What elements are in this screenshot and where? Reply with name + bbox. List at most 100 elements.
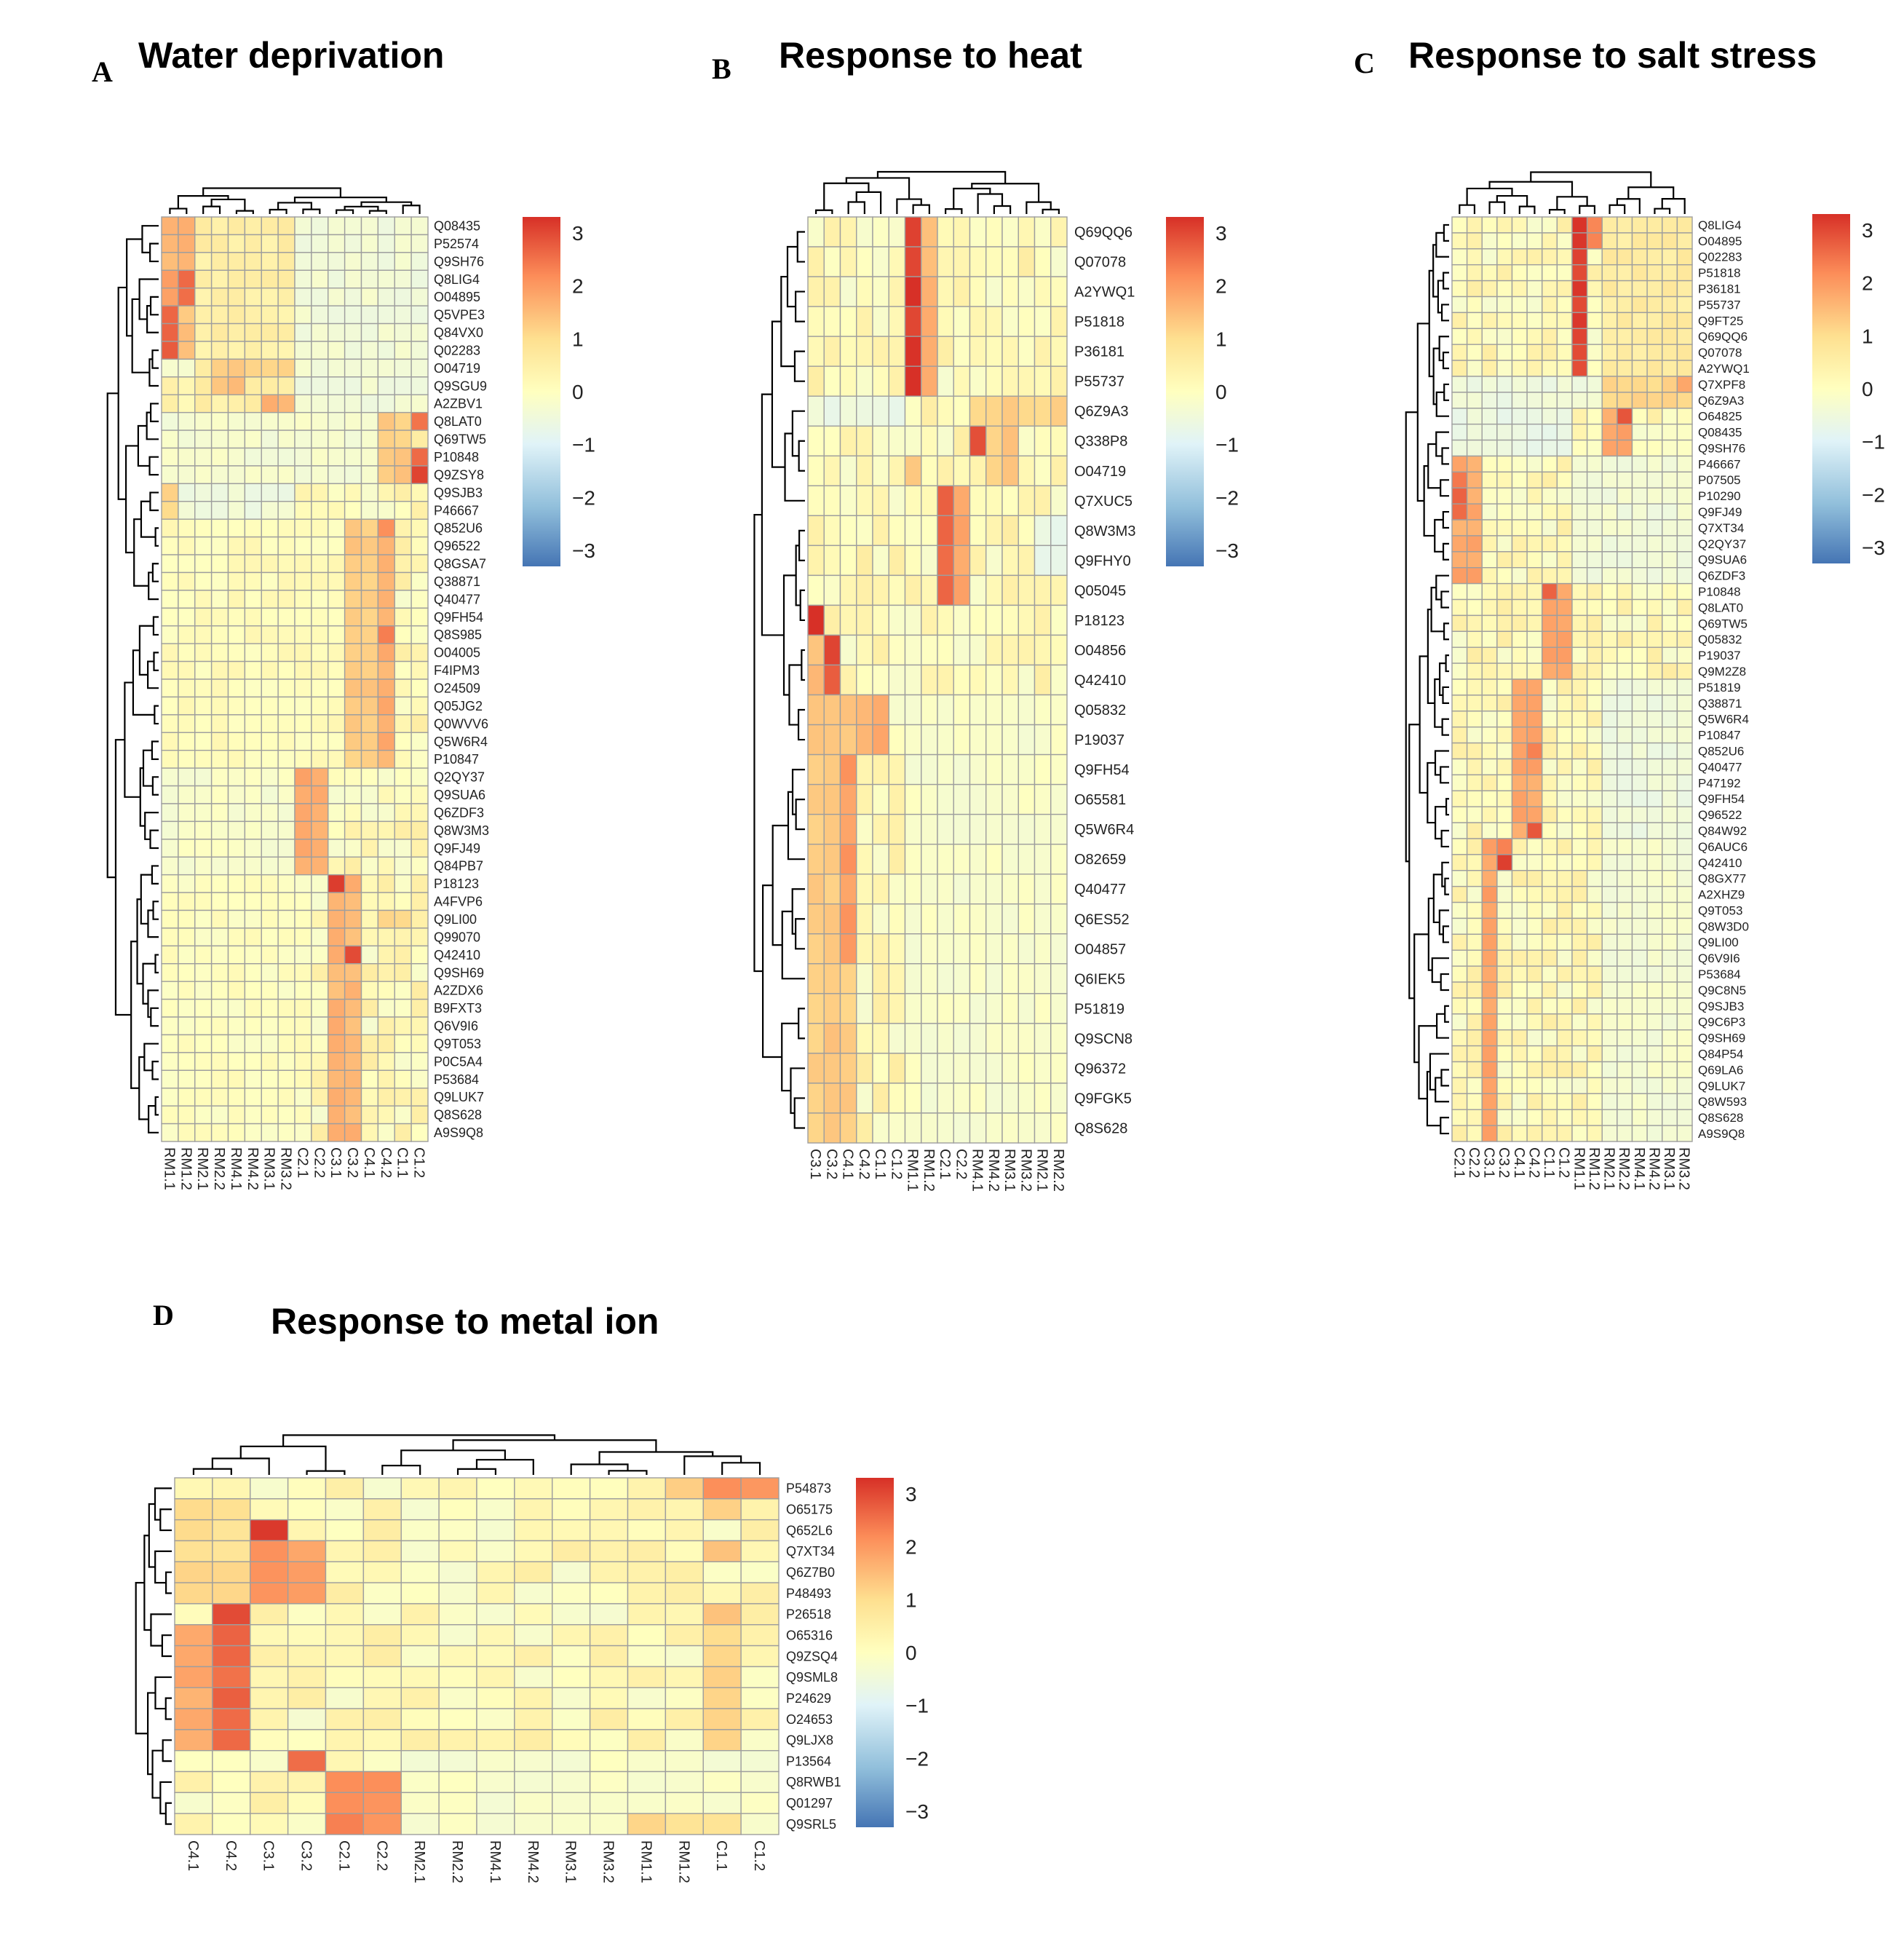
heatmap-cell: [261, 430, 279, 449]
row-label: Q9LI00: [1698, 935, 1739, 949]
heatmap-cell: [227, 874, 246, 893]
heatmap-cell: [1034, 993, 1052, 1024]
heatmap-cell: [1617, 726, 1633, 744]
heatmap-cell: [1018, 933, 1036, 965]
heatmap-cell: [1481, 519, 1498, 537]
heatmap-cell: [1646, 312, 1663, 329]
heatmap-cell: [702, 1645, 742, 1668]
heatmap-cell: [294, 945, 312, 965]
heatmap-cell: [552, 1792, 591, 1814]
heatmap-cell: [178, 536, 196, 555]
heatmap-cell: [394, 874, 412, 893]
heatmap-cell: [1556, 854, 1573, 871]
heatmap-cell: [1571, 1109, 1588, 1126]
heatmap-cell: [627, 1540, 667, 1562]
heatmap-cell: [1586, 790, 1603, 807]
heatmap-cell: [377, 785, 395, 804]
heatmap-cell: [277, 767, 295, 787]
heatmap-cell: [1481, 264, 1498, 282]
heatmap-cell: [1481, 248, 1498, 266]
heatmap-cell: [311, 483, 329, 502]
heatmap-cell: [194, 341, 213, 360]
heatmap-cell: [1542, 1109, 1558, 1126]
heatmap-cell: [227, 696, 246, 716]
row-label: P36181: [1074, 344, 1124, 360]
row-label: P46667: [434, 503, 479, 518]
heatmap-cell: [937, 395, 954, 427]
row-label: Q6ZDF3: [1698, 569, 1745, 583]
heatmap-cell: [210, 394, 229, 413]
heatmap-cell: [178, 252, 196, 271]
heatmap-cell: [328, 874, 346, 893]
heatmap-cell: [377, 643, 395, 662]
heatmap-cell: [1451, 248, 1468, 266]
heatmap-cell: [311, 732, 329, 751]
heatmap-cell: [1631, 1093, 1648, 1110]
heatmap-cell: [311, 1088, 329, 1107]
heatmap-cell: [1496, 662, 1513, 680]
row-label: Q8LIG4: [434, 272, 480, 287]
column-label: C3.1: [807, 1149, 823, 1179]
heatmap-cell: [1481, 838, 1498, 855]
heatmap-cell: [1586, 630, 1603, 648]
heatmap-cell: [178, 945, 196, 965]
heatmap-cell: [1676, 392, 1693, 409]
heatmap-cell: [328, 571, 346, 591]
column-label: RM1.2: [921, 1149, 937, 1192]
heatmap-cell: [937, 515, 954, 547]
heatmap-cell: [872, 306, 889, 337]
heatmap-cell: [589, 1813, 629, 1835]
heatmap-cell: [1676, 232, 1693, 250]
row-label: A2XHZ9: [1698, 888, 1745, 902]
heatmap-cell: [823, 694, 841, 726]
heatmap-cell: [839, 634, 857, 666]
legend-tick-label: −3: [1215, 539, 1239, 562]
heatmap-cell: [1556, 1125, 1573, 1142]
row-label: Q7XPF8: [1698, 378, 1745, 392]
heatmap-cell: [325, 1708, 365, 1730]
heatmap-cell: [194, 590, 213, 609]
heatmap-cell: [227, 1034, 246, 1053]
heatmap-cell: [1631, 854, 1648, 871]
heatmap-cell: [311, 1034, 329, 1053]
heatmap-cell: [1466, 1125, 1483, 1142]
heatmap-cell: [410, 998, 429, 1018]
heatmap-cell: [1571, 216, 1588, 234]
heatmap-cell: [985, 1083, 1003, 1114]
heatmap-cell: [394, 518, 412, 538]
heatmap-cell: [953, 1083, 971, 1114]
heatmap-cell: [328, 590, 346, 609]
heatmap-cell: [360, 820, 379, 840]
heatmap-cell: [1617, 678, 1633, 696]
heatmap-cell: [839, 1083, 857, 1114]
heatmap-cell: [823, 455, 841, 486]
heatmap-cell: [1451, 917, 1468, 935]
heatmap-cell: [1556, 662, 1573, 680]
heatmap-cell: [1496, 854, 1513, 871]
heatmap-cell: [1451, 551, 1468, 569]
heatmap-cell: [1451, 758, 1468, 776]
heatmap-cell: [362, 1729, 402, 1752]
heatmap-cell: [1556, 248, 1573, 266]
heatmap-cell: [1571, 981, 1588, 999]
heatmap-cell: [740, 1666, 780, 1688]
heatmap-cell: [227, 305, 246, 325]
heatmap-cell: [1586, 1029, 1603, 1047]
row-label: Q96522: [434, 539, 480, 553]
heatmap-cell: [400, 1624, 440, 1647]
heatmap-cell: [1617, 312, 1633, 329]
heatmap-cell: [1466, 630, 1483, 648]
heatmap-cell: [261, 874, 279, 893]
heatmap-cell: [328, 1105, 346, 1125]
heatmap-cell: [1601, 1077, 1618, 1095]
heatmap-cell: [1466, 790, 1483, 807]
heatmap-cell: [287, 1729, 327, 1752]
heatmap-cell: [953, 425, 971, 456]
heatmap-cell: [294, 341, 312, 360]
heatmap-cell: [294, 625, 312, 644]
heatmap-cell: [261, 1034, 279, 1053]
heatmap-cell: [360, 411, 379, 431]
heatmap-cell: [410, 590, 429, 609]
legend-tick-label: 0: [1862, 378, 1873, 400]
heatmap-cell: [410, 269, 429, 289]
